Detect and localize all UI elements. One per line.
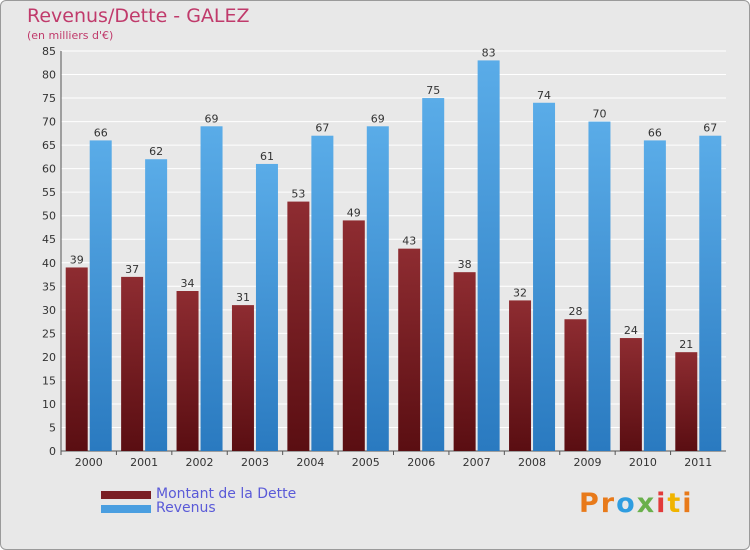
bar-dette (509, 300, 532, 451)
data-label-revenus: 69 (205, 112, 219, 125)
bar-dette (231, 305, 254, 451)
data-label-dette: 38 (458, 258, 472, 271)
y-tick-label: 80 (42, 69, 56, 82)
bar-dette (398, 248, 421, 451)
y-tick-label: 20 (42, 351, 56, 364)
data-label-revenus: 67 (703, 122, 717, 135)
y-tick-label: 45 (42, 233, 56, 246)
data-label-dette: 37 (125, 263, 139, 276)
logo-letter: P (579, 488, 601, 519)
x-tick-label: 2008 (518, 456, 546, 469)
logo-letter: i (656, 488, 668, 519)
data-label-revenus: 62 (149, 145, 163, 158)
x-tick-label: 2001 (130, 456, 158, 469)
y-tick-label: 40 (42, 257, 56, 270)
bar-revenus (255, 163, 278, 452)
y-tick-label: 30 (42, 304, 56, 317)
data-label-dette: 53 (291, 188, 305, 201)
bar-dette (675, 352, 698, 451)
x-tick-label: 2007 (463, 456, 491, 469)
y-tick-label: 85 (42, 45, 56, 58)
y-tick-label: 65 (42, 139, 56, 152)
data-label-revenus: 75 (426, 84, 440, 97)
data-label-dette: 49 (347, 206, 361, 219)
chart-subtitle: (en milliers d'€) (27, 29, 114, 42)
data-label-revenus: 66 (648, 126, 662, 139)
logo-letter: o (616, 488, 637, 519)
bar-revenus (366, 126, 389, 451)
bar-dette (453, 272, 476, 451)
y-tick-label: 75 (42, 92, 56, 105)
y-tick-label: 0 (49, 445, 56, 458)
y-tick-label: 10 (42, 398, 56, 411)
data-label-dette: 28 (568, 305, 582, 318)
legend-label-dette: Montant de la Dette (156, 486, 297, 502)
legend-swatch-dette (101, 491, 151, 499)
y-tick-label: 25 (42, 327, 56, 340)
bar-dette (65, 267, 88, 451)
legend-swatch-revenus (101, 505, 151, 513)
legend-label-revenus: Revenus (156, 500, 216, 516)
bar-dette (564, 319, 587, 451)
bar-revenus (311, 135, 334, 452)
bar-revenus (588, 121, 611, 452)
data-label-revenus: 83 (482, 46, 496, 59)
x-tick-label: 2010 (629, 456, 657, 469)
data-label-dette: 43 (402, 235, 416, 248)
x-tick-label: 2006 (407, 456, 435, 469)
proxiti-logo: Proxiti (579, 488, 694, 519)
bar-dette (121, 276, 144, 451)
data-label-dette: 34 (181, 277, 195, 290)
logo-letter: x (636, 488, 657, 519)
bar-revenus (477, 60, 500, 451)
x-tick-label: 2009 (573, 456, 601, 469)
data-label-revenus: 74 (537, 89, 551, 102)
logo-letter: t (667, 488, 683, 519)
y-tick-label: 50 (42, 210, 56, 223)
data-label-revenus: 66 (94, 126, 108, 139)
logo-letter: i (682, 488, 694, 519)
bar-dette (619, 338, 642, 451)
bar-revenus (89, 140, 112, 452)
x-tick-label: 2000 (75, 456, 103, 469)
bar-revenus (145, 159, 168, 451)
data-label-dette: 39 (70, 253, 84, 266)
data-label-dette: 24 (624, 324, 638, 337)
bar-revenus (533, 102, 556, 451)
x-tick-label: 2003 (241, 456, 269, 469)
bar-revenus (643, 140, 666, 452)
bar-revenus (699, 135, 722, 452)
x-tick-label: 2004 (296, 456, 324, 469)
x-tick-label: 2005 (352, 456, 380, 469)
chart-title: Revenus/Dette - GALEZ (27, 5, 250, 27)
data-label-revenus: 67 (315, 122, 329, 135)
data-label-revenus: 70 (592, 108, 606, 121)
x-tick-label: 2011 (684, 456, 712, 469)
bar-revenus (422, 98, 445, 451)
plot-area (61, 51, 726, 451)
data-label-revenus: 69 (371, 112, 385, 125)
y-tick-label: 15 (42, 374, 56, 387)
y-tick-label: 70 (42, 116, 56, 129)
bar-revenus (200, 126, 223, 451)
data-label-dette: 31 (236, 291, 250, 304)
bar-dette (176, 291, 199, 451)
bar-dette (342, 220, 365, 451)
data-label-dette: 21 (679, 338, 693, 351)
data-label-revenus: 61 (260, 150, 274, 163)
logo-letter: r (600, 488, 617, 519)
bar-dette (287, 201, 310, 451)
data-label-dette: 32 (513, 286, 527, 299)
y-tick-label: 55 (42, 186, 56, 199)
y-tick-label: 35 (42, 280, 56, 293)
y-tick-label: 60 (42, 163, 56, 176)
x-tick-label: 2002 (186, 456, 214, 469)
y-tick-label: 5 (49, 421, 56, 434)
